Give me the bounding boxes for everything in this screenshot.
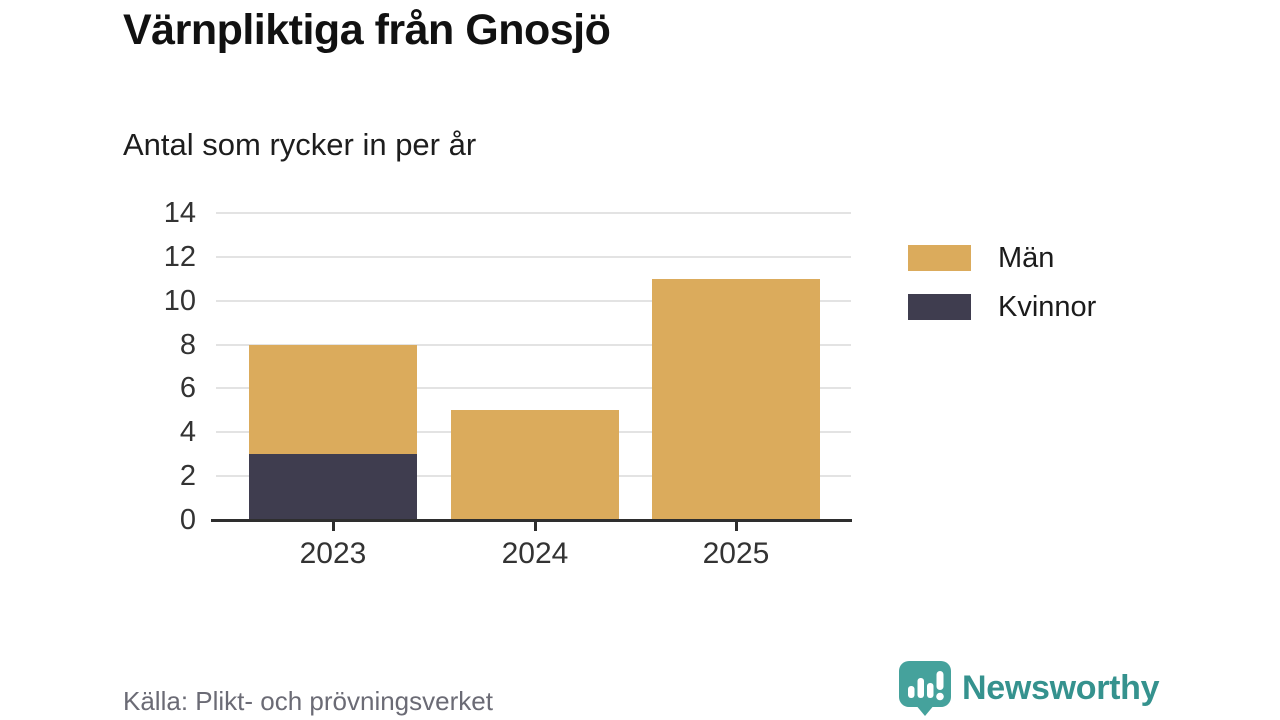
gridline	[216, 255, 851, 258]
brand-name: Newsworthy	[962, 668, 1160, 707]
newsworthy-bubble-icon	[899, 661, 951, 716]
legend: Män Kvinnor	[908, 243, 1096, 341]
newsworthy-logo: Newsworthy	[897, 659, 1160, 717]
gridline	[216, 299, 851, 302]
source-note: Källa: Plikt- och prövningsverket	[123, 686, 493, 716]
y-tick-label: 0	[179, 504, 196, 536]
plot-area: 2023 2024 2025	[216, 212, 851, 570]
y-tick-label: 10	[163, 284, 196, 317]
gridline	[216, 343, 851, 346]
bar-segment-2024-Män	[451, 410, 619, 520]
chart-subtitle: Antal som rycker in per år	[123, 127, 477, 162]
legend-swatch	[908, 294, 971, 320]
x-tick-label: 2023	[299, 537, 367, 570]
bar-segment-2025-Män	[652, 278, 820, 520]
y-tick-label: 12	[163, 240, 196, 273]
y-tick-label: 2	[179, 460, 196, 493]
bar-segment-2023-Kvinnor	[249, 454, 417, 520]
legend-label: Män	[998, 242, 1055, 274]
x-axis-line	[211, 519, 852, 522]
legend-item-Män: Män	[908, 243, 1096, 273]
y-tick-label: 14	[163, 197, 196, 229]
x-axis-tick	[331, 522, 335, 531]
y-axis-labels: 0 2 4 6 8 10 12 14	[90, 198, 196, 535]
x-axis-tick	[734, 522, 738, 531]
legend-swatch	[908, 245, 971, 271]
gridline	[216, 387, 851, 390]
legend-item-Kvinnor: Kvinnor	[908, 292, 1096, 322]
x-tick-label: 2024	[501, 537, 569, 570]
y-tick-label: 8	[179, 328, 196, 361]
bar-segment-2023-Män	[249, 344, 417, 455]
y-tick-label: 6	[179, 372, 196, 405]
y-tick-label: 4	[179, 416, 196, 449]
x-tick-label: 2025	[702, 537, 770, 570]
x-axis-tick	[533, 522, 537, 531]
gridline	[216, 212, 851, 214]
chart-title: Värnpliktiga från Gnosjö	[123, 6, 611, 54]
legend-label: Kvinnor	[998, 291, 1097, 323]
